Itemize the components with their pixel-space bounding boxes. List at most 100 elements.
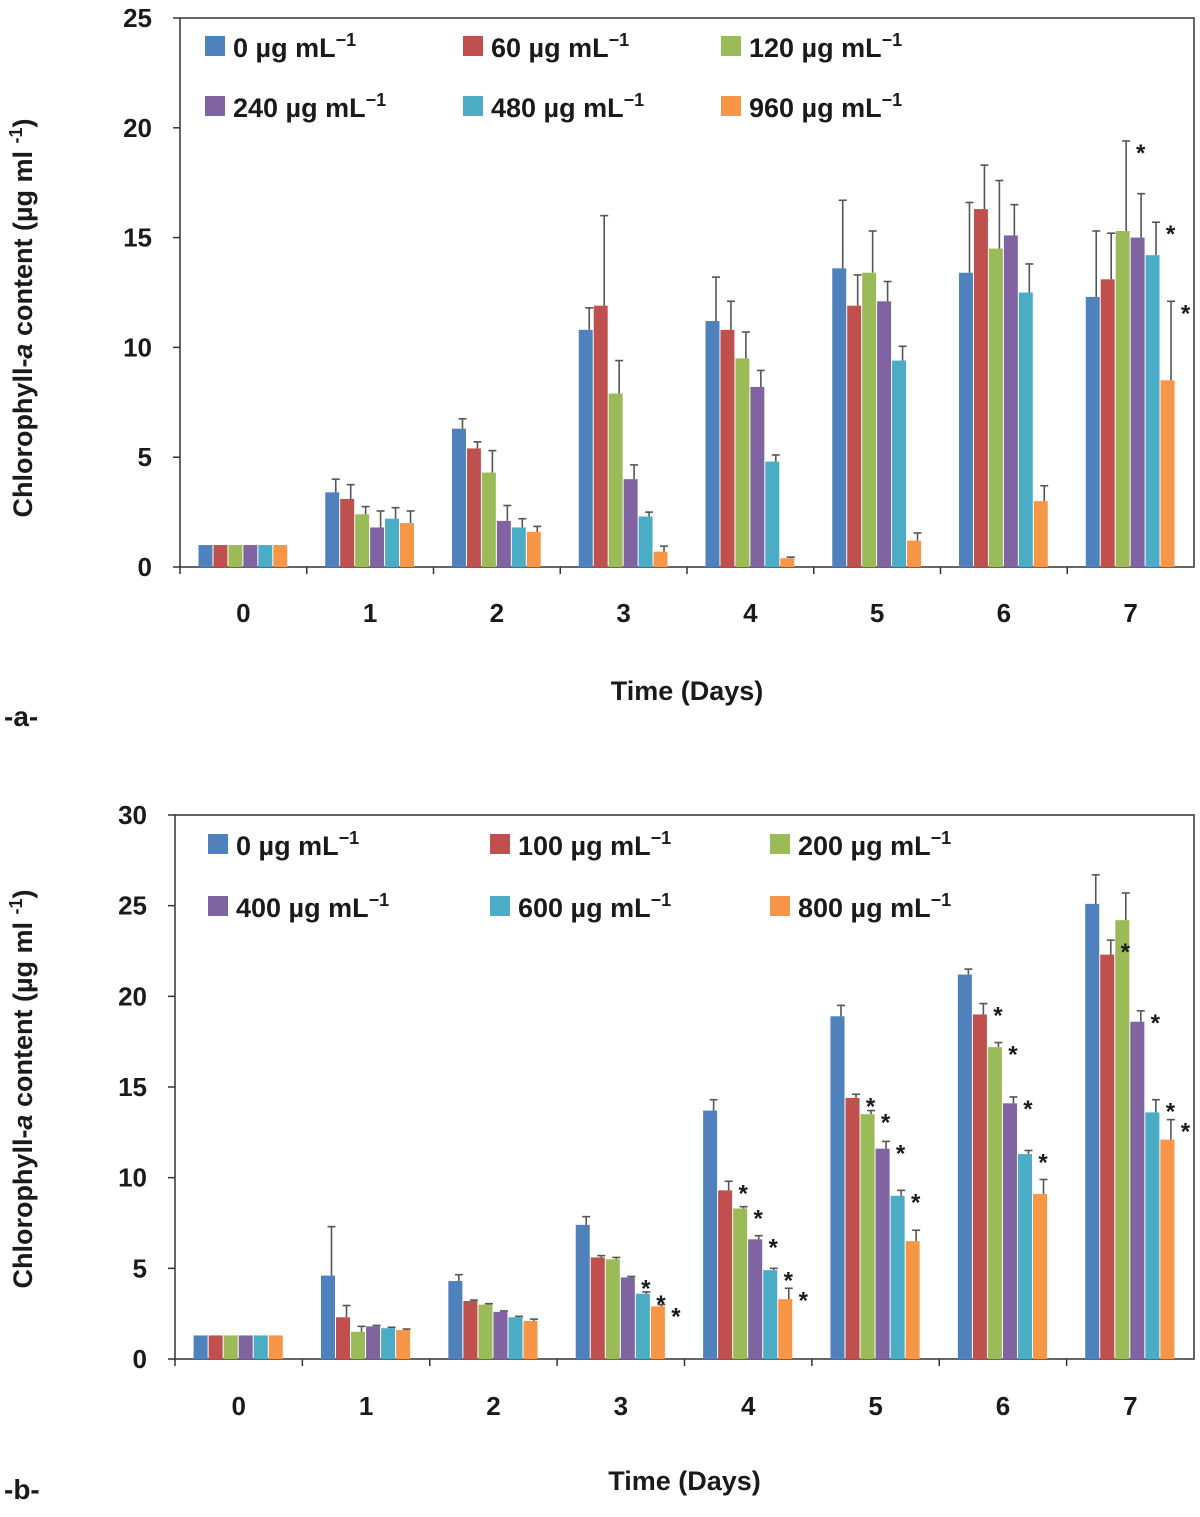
legend-swatch bbox=[208, 896, 228, 916]
bar bbox=[193, 1335, 208, 1359]
bar bbox=[959, 272, 973, 567]
y-axis-title-suffix: content (µg ml bbox=[8, 914, 38, 1114]
bar bbox=[1130, 237, 1145, 567]
significance-mark: * bbox=[881, 1110, 891, 1137]
significance-mark: * bbox=[1151, 1010, 1161, 1037]
bar bbox=[907, 540, 921, 567]
bar bbox=[892, 360, 907, 567]
bar bbox=[1085, 903, 1100, 1359]
bar bbox=[1160, 380, 1175, 567]
legend-label-sup: −1 bbox=[609, 30, 630, 50]
x-tick-label: 7 bbox=[1123, 598, 1137, 628]
x-tick-label: 4 bbox=[741, 1391, 756, 1421]
legend-item: 960 µg mL−1 bbox=[721, 90, 902, 123]
x-tick-label: 2 bbox=[490, 598, 504, 628]
legend-label: 100 µg mL−1 bbox=[518, 828, 671, 861]
bar bbox=[608, 393, 623, 567]
bar bbox=[973, 209, 988, 567]
legend-label-sup: −1 bbox=[931, 828, 952, 848]
bar bbox=[1033, 501, 1048, 567]
bar bbox=[1085, 296, 1100, 567]
significance-mark: * bbox=[671, 1304, 681, 1331]
legend-label-text: 0 µg mL bbox=[236, 831, 339, 861]
legend-swatch bbox=[208, 834, 228, 854]
bar bbox=[370, 527, 385, 567]
bar bbox=[466, 448, 481, 567]
y-tick-label: 10 bbox=[118, 1163, 147, 1193]
legend-label-text: 800 µg mL bbox=[798, 893, 931, 923]
legend-item: 240 µg mL−1 bbox=[205, 90, 386, 123]
bar bbox=[1032, 1193, 1048, 1359]
bar bbox=[351, 1331, 366, 1359]
bar bbox=[1145, 1112, 1160, 1359]
bar bbox=[875, 1148, 890, 1359]
significance-mark: * bbox=[1038, 1149, 1048, 1176]
bar bbox=[1130, 1021, 1145, 1359]
significance-mark: * bbox=[1166, 221, 1176, 248]
bar bbox=[703, 1110, 718, 1359]
significance-mark: * bbox=[1166, 1099, 1176, 1126]
bar bbox=[830, 1016, 845, 1359]
significance-mark: * bbox=[866, 1093, 876, 1120]
bar bbox=[847, 305, 862, 567]
significance-mark: * bbox=[799, 1287, 809, 1314]
bar bbox=[1018, 292, 1033, 567]
x-tick-label: 5 bbox=[868, 1391, 882, 1421]
significance-mark: * bbox=[784, 1267, 794, 1294]
bar bbox=[748, 1239, 763, 1359]
bar bbox=[957, 974, 972, 1359]
legend-label-text: 100 µg mL bbox=[518, 831, 651, 861]
legend-swatch bbox=[490, 834, 510, 854]
bar bbox=[253, 1335, 268, 1359]
y-tick-label: 30 bbox=[118, 800, 147, 830]
bar bbox=[493, 1311, 508, 1359]
y-tick-label: 10 bbox=[123, 332, 152, 362]
y-axis-title-sup: -1 bbox=[6, 898, 26, 914]
y-tick-label: 0 bbox=[133, 1344, 147, 1374]
legend-label-sup: −1 bbox=[339, 828, 360, 848]
legend-label-sup: −1 bbox=[931, 890, 952, 910]
bar bbox=[578, 329, 593, 567]
bar bbox=[325, 492, 340, 567]
legend-swatch bbox=[205, 96, 225, 116]
bar bbox=[198, 545, 213, 567]
x-axis-title: Time (Days) bbox=[611, 676, 764, 706]
y-tick-label: 5 bbox=[138, 442, 152, 472]
bar bbox=[385, 518, 400, 567]
bar bbox=[987, 1047, 1002, 1359]
x-tick-label: 4 bbox=[743, 598, 758, 628]
significance-mark: * bbox=[993, 1003, 1003, 1030]
legend-item: 0 µg mL−1 bbox=[205, 30, 356, 63]
legend-item: 0 µg mL−1 bbox=[208, 828, 359, 861]
y-axis-title-sup: -1 bbox=[6, 127, 26, 143]
legend-item: 400 µg mL−1 bbox=[208, 890, 389, 923]
legend-label-text: 600 µg mL bbox=[518, 893, 651, 923]
bar bbox=[481, 472, 496, 567]
y-axis-title: Chlorophyll-a content (µg ml -1) bbox=[6, 118, 38, 517]
bar bbox=[1100, 279, 1115, 567]
legend-swatch bbox=[463, 96, 483, 116]
bar bbox=[718, 1190, 733, 1359]
legend-item: 120 µg mL−1 bbox=[721, 30, 902, 63]
bar bbox=[228, 545, 243, 567]
bar bbox=[620, 1277, 635, 1359]
y-axis-title-italic: a bbox=[8, 344, 38, 359]
y-axis-title-italic: a bbox=[8, 1115, 38, 1130]
bar bbox=[763, 1270, 778, 1359]
legend-item: 100 µg mL−1 bbox=[490, 828, 671, 861]
legend-label-sup: −1 bbox=[651, 828, 672, 848]
bar bbox=[750, 386, 765, 567]
bar bbox=[320, 1275, 336, 1359]
bar bbox=[778, 1299, 793, 1359]
bar bbox=[463, 1300, 478, 1359]
bar bbox=[340, 498, 355, 567]
bar bbox=[593, 305, 608, 567]
bar bbox=[590, 1257, 605, 1359]
legend-label: 200 µg mL−1 bbox=[798, 828, 951, 861]
bar bbox=[1160, 1139, 1175, 1359]
bar bbox=[638, 516, 653, 567]
bar bbox=[268, 1335, 283, 1359]
bar bbox=[735, 358, 750, 567]
